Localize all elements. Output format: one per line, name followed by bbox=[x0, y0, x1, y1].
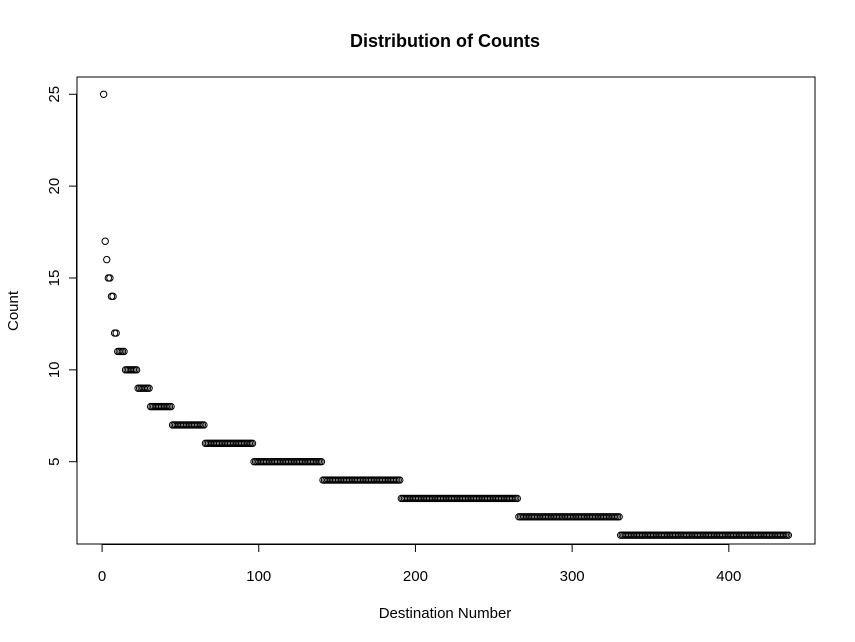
x-tick-label: 400 bbox=[716, 568, 741, 585]
y-tick-label: 10 bbox=[46, 361, 63, 378]
data-point bbox=[248, 439, 257, 448]
data-point bbox=[784, 531, 793, 539]
data-point bbox=[396, 476, 404, 484]
data-point bbox=[200, 421, 208, 429]
data-point bbox=[513, 494, 521, 503]
data-point bbox=[109, 292, 117, 301]
data-point bbox=[103, 255, 111, 264]
y-tick-label: 15 bbox=[46, 270, 63, 287]
x-tick-label: 100 bbox=[246, 568, 271, 585]
data-point bbox=[132, 366, 141, 374]
data-point bbox=[99, 90, 108, 98]
x-tick-label: 200 bbox=[403, 568, 428, 585]
chart-title: Distribution of Counts bbox=[350, 31, 540, 51]
data-point bbox=[101, 237, 109, 245]
y-axis-label: Count bbox=[5, 290, 22, 331]
data-point bbox=[120, 347, 128, 356]
data-point bbox=[615, 513, 623, 521]
y-tick-label: 25 bbox=[46, 86, 63, 103]
y-tick-label: 5 bbox=[46, 458, 63, 466]
points-layer bbox=[99, 90, 793, 539]
data-point bbox=[145, 384, 153, 392]
axes-layer: 0 100 200 300 400 5 10 15 20 25 bbox=[46, 86, 741, 585]
data-point bbox=[106, 274, 114, 282]
data-point bbox=[167, 402, 175, 411]
x-tick-label: 0 bbox=[98, 568, 106, 585]
x-tick-label: 300 bbox=[560, 568, 585, 585]
x-axis-label: Destination Number bbox=[379, 605, 512, 622]
data-point bbox=[112, 329, 120, 337]
data-point bbox=[317, 457, 326, 466]
y-tick-label: 20 bbox=[46, 178, 63, 195]
